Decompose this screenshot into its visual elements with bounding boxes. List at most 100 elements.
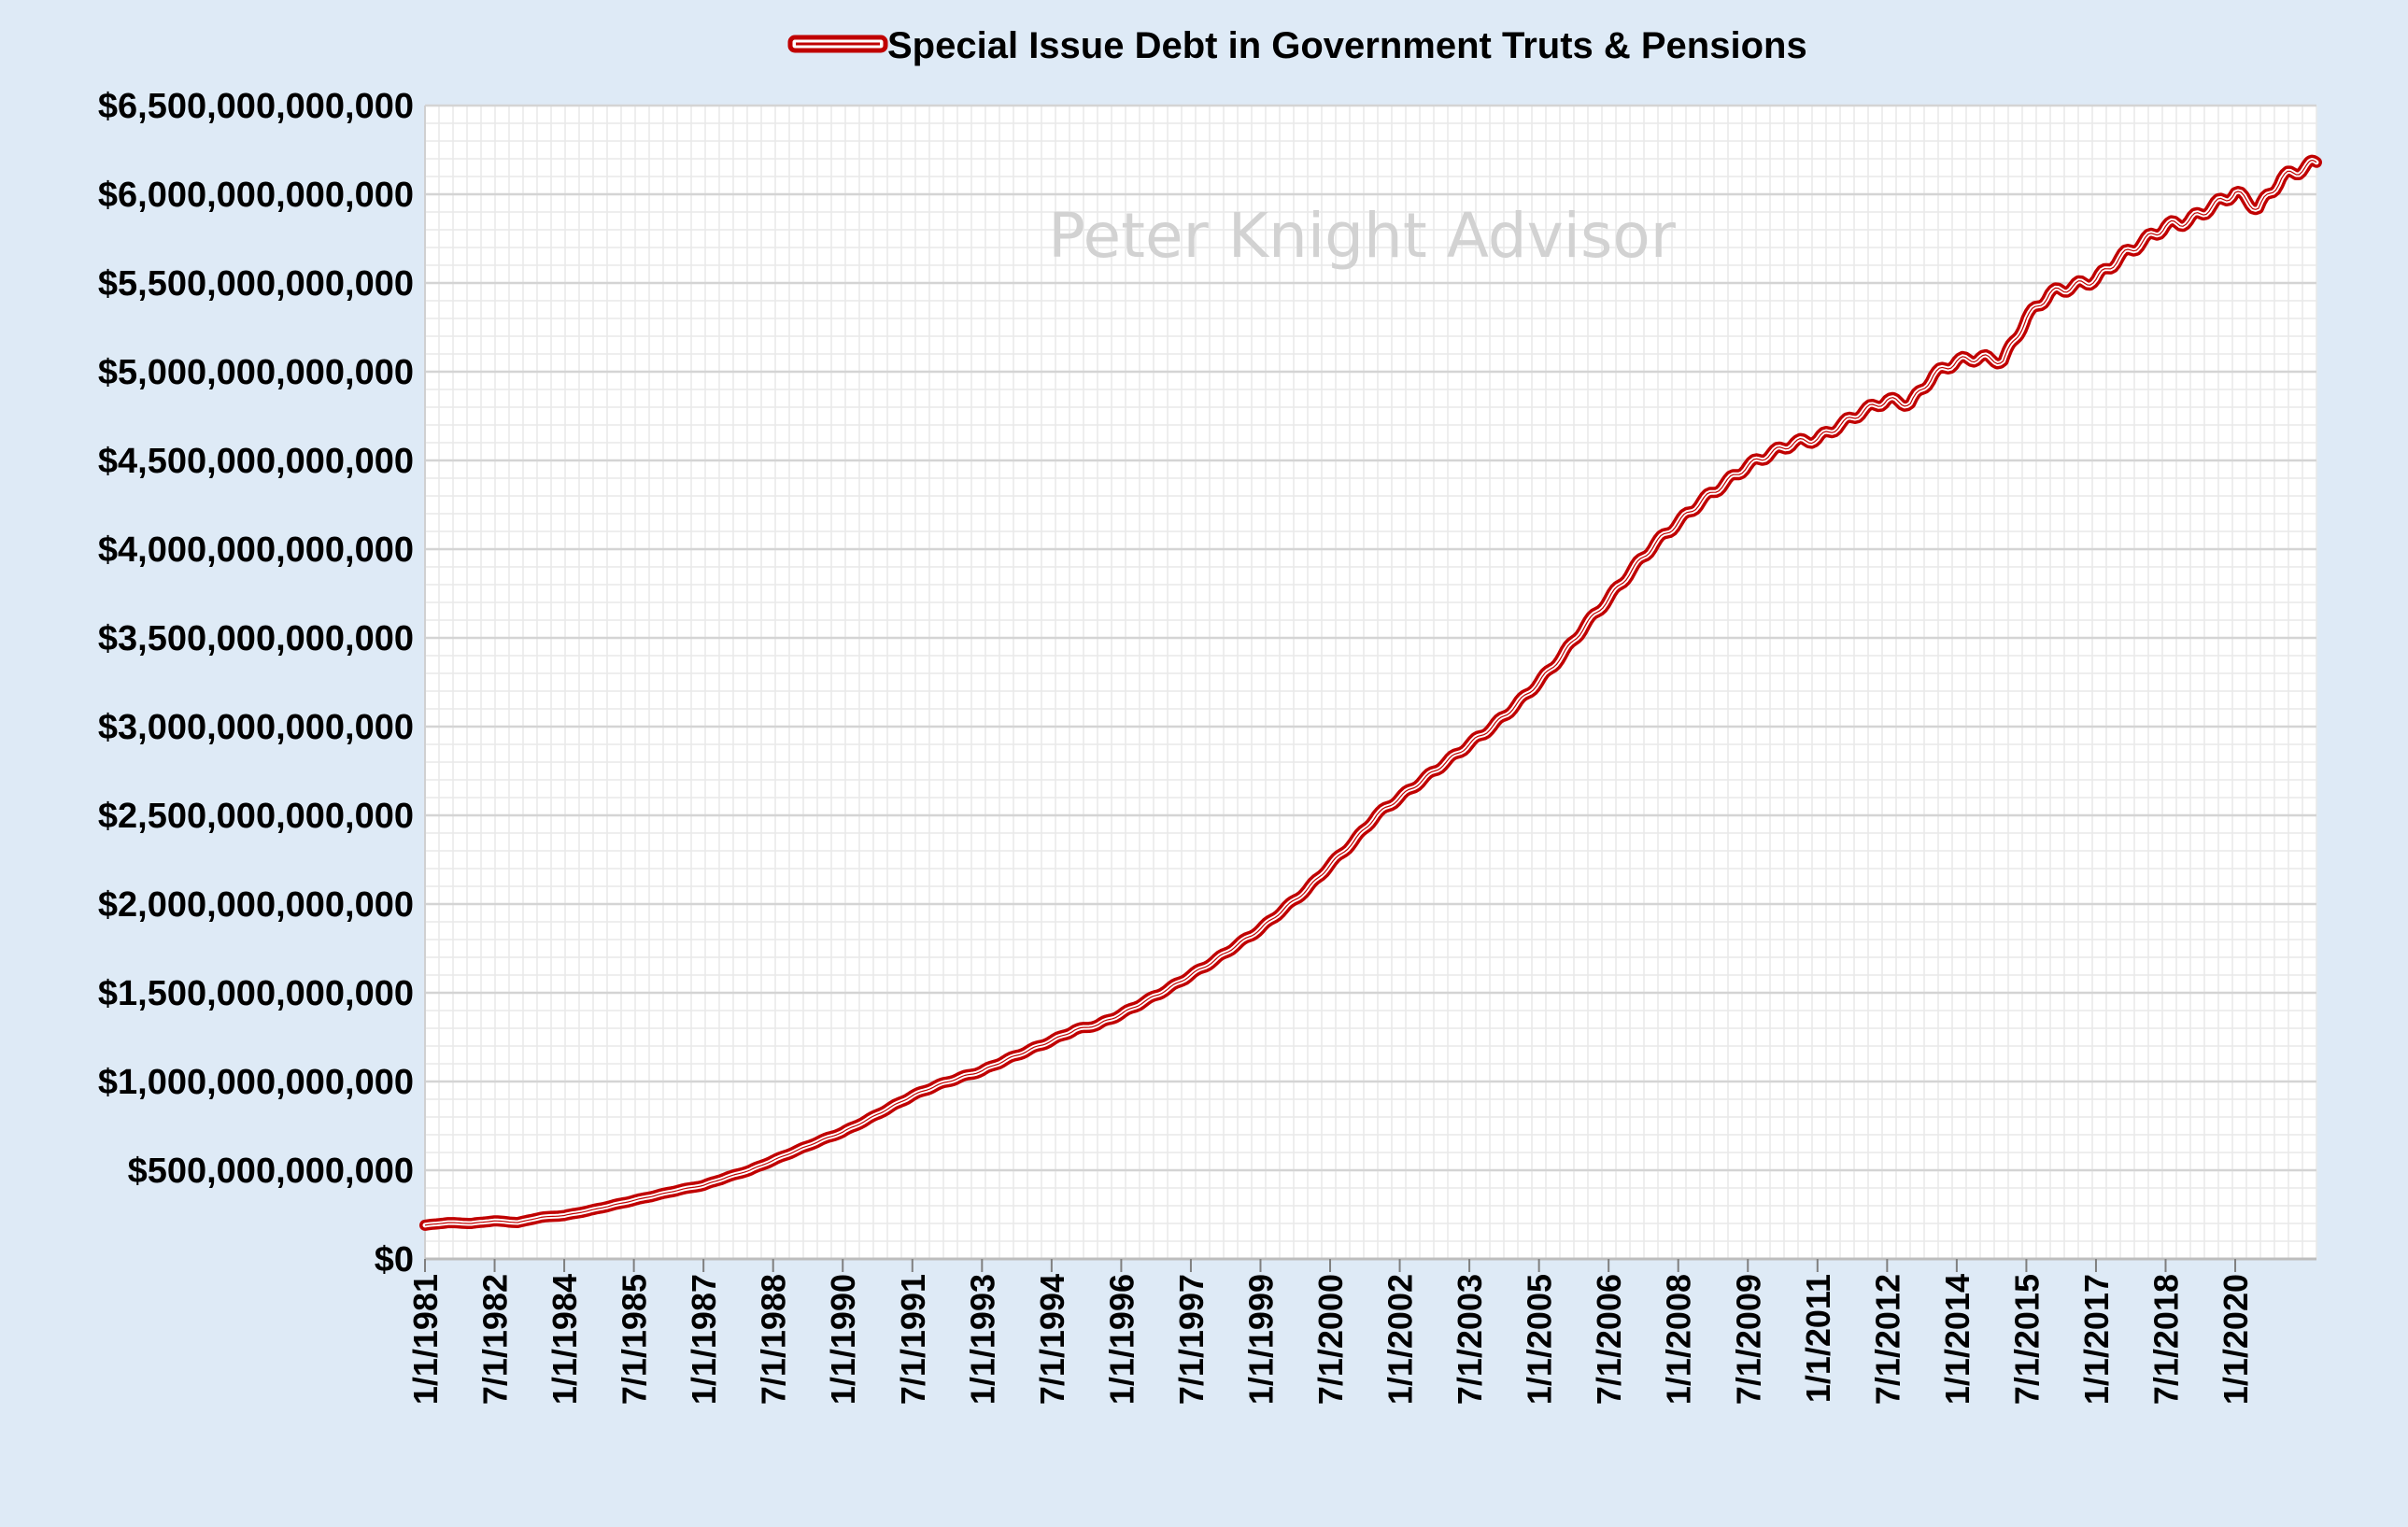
x-tick-label: 1/1/2017 bbox=[2077, 1274, 2116, 1405]
x-tick-label: 7/1/1982 bbox=[476, 1274, 515, 1405]
data-point bbox=[2257, 206, 2260, 210]
data-point bbox=[1722, 482, 1726, 486]
legend[interactable]: Special Issue Debt in Government Truts &… bbox=[787, 25, 1807, 66]
data-point bbox=[609, 1204, 613, 1208]
watermark-text: Peter Knight Advisor bbox=[1048, 200, 1677, 272]
data-point bbox=[1375, 813, 1379, 817]
data-point bbox=[817, 1139, 821, 1143]
data-point bbox=[493, 1219, 497, 1223]
data-point bbox=[725, 1176, 729, 1180]
data-point bbox=[1630, 569, 1634, 573]
data-point bbox=[470, 1222, 474, 1225]
x-tick-label: 1/1/1999 bbox=[1241, 1274, 1280, 1405]
data-point bbox=[1908, 402, 1912, 405]
data-point bbox=[701, 1183, 705, 1187]
x-axis-tick-labels: 1/1/1981 7/1/1982 1/1/1984 7/1/1985 1/1/1987… bbox=[406, 1274, 2255, 1405]
x-tick-label: 1/1/2020 bbox=[2217, 1274, 2255, 1405]
data-point bbox=[956, 1076, 960, 1080]
data-point bbox=[423, 1223, 427, 1227]
y-tick-label: $5,000,000,000,000 bbox=[98, 353, 414, 392]
data-point bbox=[586, 1209, 589, 1213]
data-point bbox=[1444, 760, 1448, 764]
data-point bbox=[887, 1107, 891, 1110]
data-point bbox=[1514, 703, 1518, 707]
data-point bbox=[1212, 959, 1216, 963]
y-tick-label: $4,500,000,000,000 bbox=[98, 442, 414, 481]
data-point bbox=[1746, 464, 1749, 468]
minor-gridlines bbox=[424, 105, 2317, 1260]
y-tick-label: $6,500,000,000,000 bbox=[98, 87, 414, 126]
x-tick-label: 1/1/2005 bbox=[1521, 1274, 1559, 1405]
x-tick-label: 7/1/1988 bbox=[755, 1274, 793, 1405]
data-point bbox=[1398, 796, 1402, 799]
y-tick-label: $2,000,000,000,000 bbox=[98, 885, 414, 925]
y-tick-label: $5,500,000,000,000 bbox=[98, 264, 414, 304]
x-tick-label: 7/1/2009 bbox=[1729, 1274, 1767, 1405]
data-point bbox=[2024, 317, 2028, 320]
data-point bbox=[1352, 841, 1355, 844]
x-tick-label: 7/1/2015 bbox=[2007, 1274, 2046, 1405]
data-point bbox=[1862, 409, 1865, 413]
data-point bbox=[2141, 240, 2145, 244]
data-point bbox=[2094, 277, 2098, 281]
data-point bbox=[1560, 654, 1564, 657]
data-point bbox=[772, 1159, 775, 1163]
data-point bbox=[1491, 725, 1494, 728]
data-point bbox=[2013, 338, 2017, 342]
y-axis-tick-labels: $0 $500,000,000,000 $1,000,000,000,000 $1,5… bbox=[98, 87, 414, 1280]
axes bbox=[424, 106, 2316, 1272]
y-tick-label: $500,000,000,000 bbox=[128, 1152, 414, 1191]
data-point bbox=[1166, 987, 1169, 991]
data-point bbox=[2187, 219, 2190, 223]
data-point bbox=[1328, 863, 1332, 867]
data-point bbox=[1073, 1028, 1077, 1032]
data-point bbox=[2233, 191, 2237, 194]
y-tick-label: $1,500,000,000,000 bbox=[98, 974, 414, 1013]
data-point bbox=[2002, 360, 2005, 363]
data-point bbox=[1142, 1000, 1146, 1004]
x-tick-label: 7/1/2003 bbox=[1451, 1274, 1489, 1405]
series-line-center bbox=[424, 160, 2317, 1226]
series-layer bbox=[419, 154, 2322, 1231]
x-tick-label: 1/1/2002 bbox=[1381, 1274, 1420, 1405]
data-point bbox=[2280, 177, 2284, 180]
data-point bbox=[1050, 1039, 1054, 1042]
x-tick-label: 1/1/1981 bbox=[406, 1274, 445, 1405]
data-point bbox=[1003, 1058, 1007, 1062]
data-point bbox=[1677, 521, 1680, 525]
data-point bbox=[980, 1069, 984, 1073]
data-point bbox=[2303, 166, 2307, 170]
y-tick-label: $2,500,000,000,000 bbox=[98, 797, 414, 836]
data-point bbox=[1955, 360, 1959, 363]
data-point bbox=[562, 1213, 566, 1217]
data-point bbox=[1467, 742, 1471, 746]
x-tick-label: 1/1/2011 bbox=[1799, 1274, 1837, 1403]
data-point bbox=[1305, 888, 1309, 892]
data-point bbox=[1421, 778, 1424, 782]
x-tick-label: 1/1/2008 bbox=[1660, 1274, 1698, 1405]
x-tick-label: 1/1/1984 bbox=[545, 1274, 584, 1405]
y-tick-label: $3,000,000,000,000 bbox=[98, 708, 414, 747]
data-point bbox=[795, 1149, 799, 1152]
y-tick-label: $0 bbox=[375, 1240, 414, 1280]
x-tick-label: 7/1/2000 bbox=[1311, 1274, 1350, 1405]
data-point bbox=[1282, 908, 1285, 912]
x-tick-label: 7/1/1997 bbox=[1172, 1274, 1211, 1405]
data-point bbox=[1885, 398, 1889, 402]
x-tick-label: 1/1/1996 bbox=[1102, 1274, 1140, 1405]
data-point bbox=[748, 1168, 752, 1172]
data-point bbox=[1653, 542, 1657, 545]
data-point bbox=[1932, 374, 1935, 377]
data-point bbox=[1258, 927, 1262, 931]
data-point bbox=[1700, 500, 1704, 503]
x-tick-label: 7/1/1994 bbox=[1033, 1274, 1071, 1405]
data-point bbox=[632, 1198, 636, 1202]
y-tick-label: $6,000,000,000,000 bbox=[98, 176, 414, 215]
data-point bbox=[1537, 681, 1541, 685]
data-point bbox=[655, 1194, 659, 1197]
x-tick-label: 7/1/2012 bbox=[1868, 1274, 1906, 1405]
data-point bbox=[1792, 441, 1796, 445]
x-tick-label: 1/1/1993 bbox=[963, 1274, 1001, 1405]
